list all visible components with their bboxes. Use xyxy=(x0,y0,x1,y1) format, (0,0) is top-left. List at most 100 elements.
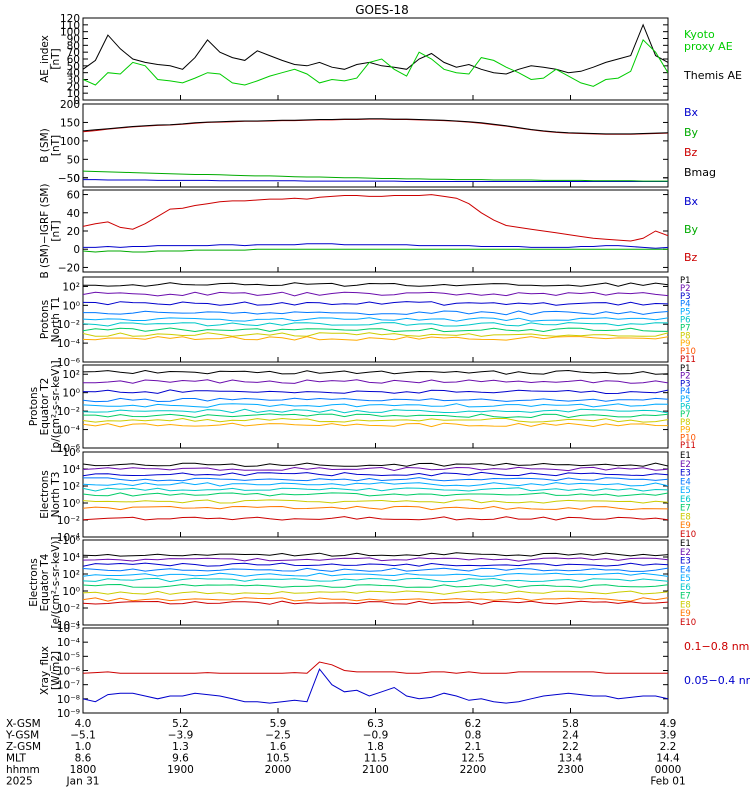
y-axis-label: Equator T2 xyxy=(39,378,51,436)
legend-item: By xyxy=(684,223,699,236)
legend-item: E1 xyxy=(680,451,691,461)
axis-table-value: Jan 31 xyxy=(66,776,100,788)
y-tick-label: 10⁻⁶ xyxy=(57,357,80,369)
y-tick-label: 10⁰ xyxy=(62,388,80,400)
y-tick-label: 40 xyxy=(67,68,80,80)
y-tick-label: 10⁻⁴ xyxy=(57,620,80,632)
y-tick-label: 10² xyxy=(62,369,80,381)
y-tick-label: 30 xyxy=(67,75,80,87)
y-tick-label: 10⁻² xyxy=(57,406,80,418)
plot-frame xyxy=(82,539,669,626)
y-tick-label: 10⁻⁴ xyxy=(57,637,80,649)
axis-table-value: 5.2 xyxy=(172,718,189,730)
series-line xyxy=(83,397,668,403)
legend-item: E7 xyxy=(680,592,691,602)
legend-item: E4 xyxy=(680,477,691,487)
series-line xyxy=(83,317,668,322)
y-tick-label: 150 xyxy=(60,117,80,129)
y-tick-label: 10⁴ xyxy=(62,552,80,564)
series-line xyxy=(83,389,668,395)
axis-table-value: 9.6 xyxy=(172,753,189,765)
y-tick-label: 0 xyxy=(73,244,80,256)
y-tick-label: 60 xyxy=(67,54,80,66)
series-line xyxy=(83,487,668,492)
legend-item: E5 xyxy=(680,486,691,496)
y-tick-label: 10⁻⁹ xyxy=(57,708,80,720)
legend-item: P2 xyxy=(680,284,691,294)
y-tick-label: 50 xyxy=(67,154,80,166)
y-tick-label: 10⁻² xyxy=(57,515,80,527)
series-line xyxy=(83,417,668,423)
legend-item: Kyoto xyxy=(684,28,715,41)
legend-item: proxy AE xyxy=(684,40,733,53)
axis-table-value: −2.5 xyxy=(265,730,291,742)
legend-item: E10 xyxy=(680,530,696,540)
series-line xyxy=(83,492,668,497)
y-tick-label: 110 xyxy=(60,20,80,32)
legend-item: 0.1−0.8 nm xyxy=(684,640,749,653)
y-tick-label: 10⁰ xyxy=(62,586,80,598)
axis-table-value: 14.4 xyxy=(656,753,680,765)
axis-table-label: 2025 xyxy=(6,776,33,788)
axis-table-value: 5.8 xyxy=(562,718,579,730)
y-tick-label: 10⁻⁸ xyxy=(57,694,80,706)
axis-table-value: 0000 xyxy=(655,764,682,776)
legend-item: E8 xyxy=(680,600,691,610)
series-line xyxy=(83,310,668,316)
y-axis-label: North T3 xyxy=(50,472,62,518)
axis-table-value: −3.9 xyxy=(168,730,194,742)
y-axis-label: North T1 xyxy=(50,297,62,343)
axis-table-value: 0.8 xyxy=(465,730,482,742)
legend-item: P3 xyxy=(680,292,691,302)
legend-item: E5 xyxy=(680,574,691,584)
y-tick-label: 100 xyxy=(60,27,80,39)
axis-table-value: −5.1 xyxy=(70,730,96,742)
series-group xyxy=(83,462,668,521)
series-line xyxy=(83,482,668,487)
y-axis-label: B (SM) xyxy=(39,128,51,162)
series-line xyxy=(83,327,668,333)
series-line xyxy=(83,572,668,577)
legend-item: E8 xyxy=(680,512,691,522)
legend-item: E1 xyxy=(680,539,691,549)
plot-frame xyxy=(82,17,669,101)
axis-table-value: 2.4 xyxy=(562,730,579,742)
series-line xyxy=(83,583,668,588)
y-tick-label: 10⁶ xyxy=(62,535,80,547)
series-line xyxy=(83,369,668,375)
series-line xyxy=(83,179,668,182)
axis-table-value: 10.5 xyxy=(266,753,289,765)
series-line xyxy=(83,243,668,249)
legend-item: P4 xyxy=(680,300,691,310)
legend-item: E2 xyxy=(680,460,691,470)
series-line xyxy=(83,668,668,704)
series-line xyxy=(83,552,668,557)
legend-item: E10 xyxy=(680,618,696,628)
series-line xyxy=(83,248,668,253)
series-line xyxy=(83,600,668,605)
axis-table-value: 6.2 xyxy=(465,718,482,730)
series-line xyxy=(83,322,668,327)
axis-table-value: Feb 01 xyxy=(650,776,685,788)
legend-item: By xyxy=(684,126,699,139)
y-tick-label: 10⁻³ xyxy=(57,623,80,635)
legend-item: P10 xyxy=(680,433,696,443)
y-axis-label: B (SM)−IGRF (SM) xyxy=(39,183,51,278)
y-axis-label: [nT] xyxy=(50,48,62,69)
legend-item: P5 xyxy=(680,308,691,318)
legend-item: E7 xyxy=(680,504,691,514)
legend-item: E9 xyxy=(680,609,691,619)
legend-item: P1 xyxy=(680,276,691,286)
series-line xyxy=(83,332,668,337)
y-tick-label: 10⁶ xyxy=(62,447,80,459)
y-axis-label: [nT] xyxy=(50,135,62,156)
axis-table-label: Z-GSM xyxy=(6,741,41,753)
series-line xyxy=(83,301,668,306)
y-tick-label: 10⁻⁴ xyxy=(57,338,80,350)
series-line xyxy=(83,413,668,419)
y-axis-label: Electrons xyxy=(39,470,51,519)
legend-item: P2 xyxy=(680,372,691,382)
y-tick-label: 10⁰ xyxy=(62,300,80,312)
